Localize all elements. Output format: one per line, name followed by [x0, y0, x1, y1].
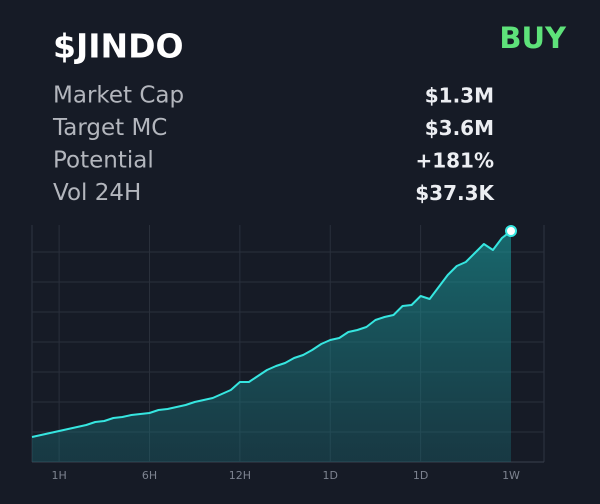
stat-value: $1.3M	[425, 84, 494, 108]
x-tick-label: 6H	[142, 469, 157, 482]
x-tick-label: 12H	[229, 469, 251, 482]
area-fill	[32, 231, 511, 462]
plot: 1H 6H 12H 1D 1D 1W	[31, 225, 545, 482]
stat-label: Potential	[53, 148, 154, 174]
x-tick-label: 1D	[323, 469, 338, 482]
x-tick-label: 1W	[502, 469, 520, 482]
stat-label: Vol 24H	[53, 180, 141, 206]
stat-value: $3.6M	[425, 116, 494, 140]
last-point	[505, 225, 517, 237]
x-tick-label: 1D	[413, 469, 428, 482]
x-tick-label: 1H	[51, 469, 66, 482]
token-title: $JINDO	[53, 27, 184, 66]
stat-value: +181%	[415, 149, 494, 173]
stats: Market Cap $1.3M Target MC $3.6M Potential +1…	[52, 83, 495, 207]
buy-button[interactable]: BUY	[499, 21, 567, 55]
stat-label: Market Cap	[53, 83, 184, 109]
stat-label: Target MC	[52, 115, 167, 141]
stat-value: $37.3K	[415, 181, 495, 205]
price-line	[31, 230, 512, 438]
